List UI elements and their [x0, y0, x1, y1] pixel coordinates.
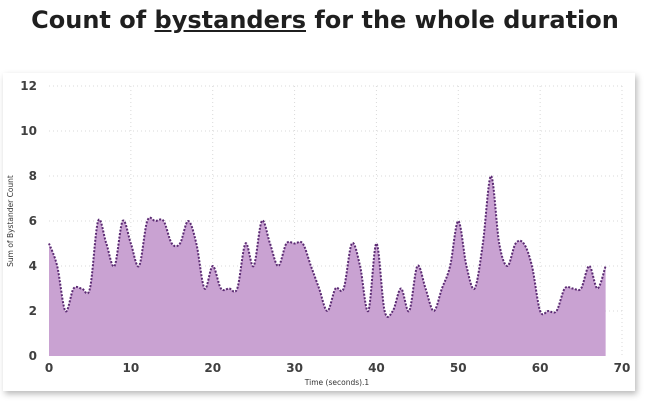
x-tick-label: 60	[532, 361, 549, 375]
title-underlined-word: bystanders	[154, 6, 306, 34]
y-tick-label: 4	[29, 259, 37, 273]
x-tick-label: 70	[614, 361, 631, 375]
y-tick-label: 12	[20, 79, 37, 93]
y-axis-label: Sum of Bystander Count	[6, 175, 15, 267]
x-tick-label: 20	[204, 361, 221, 375]
y-tick-label: 0	[29, 349, 37, 363]
x-tick-label: 10	[123, 361, 140, 375]
x-tick-label: 30	[286, 361, 303, 375]
title-prefix: Count of	[31, 6, 155, 34]
chart-title: Count of bystanders for the whole durati…	[0, 6, 650, 34]
title-suffix: for the whole duration	[306, 6, 619, 34]
x-axis-label: Time (seconds).1	[304, 378, 370, 387]
series-line	[48, 174, 607, 318]
x-tick-label: 50	[450, 361, 467, 375]
axis-ticks: 0 2 4 6 8 10 12 0 10 20 30 40 50 60 70	[20, 79, 630, 375]
area-fill	[49, 176, 606, 356]
x-tick-label: 0	[45, 361, 53, 375]
y-tick-label: 10	[20, 124, 37, 138]
x-tick-label: 40	[368, 361, 385, 375]
y-tick-label: 8	[29, 169, 37, 183]
y-tick-label: 6	[29, 214, 37, 228]
y-tick-label: 2	[29, 304, 37, 318]
